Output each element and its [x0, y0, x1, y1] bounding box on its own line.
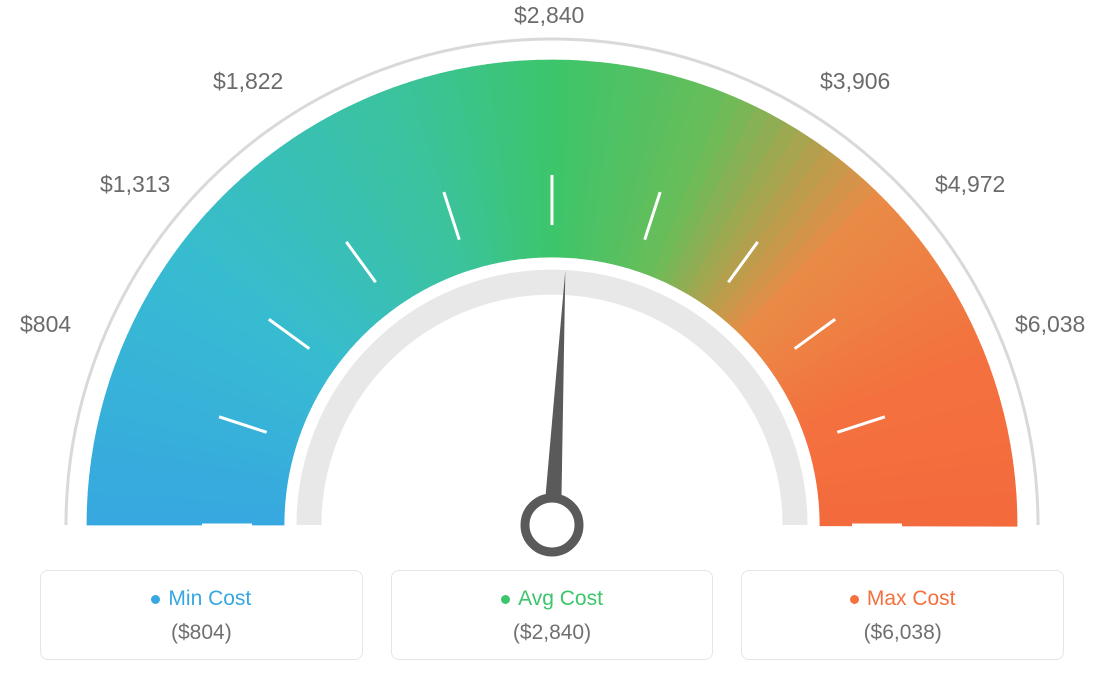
legend-title-max: Max Cost: [850, 587, 956, 611]
gauge-tick-label: $2,840: [514, 2, 584, 29]
legend-dot-icon: [850, 595, 859, 604]
legend-title-min: Min Cost: [151, 587, 251, 611]
legend-value-avg: ($2,840): [404, 621, 701, 645]
legend-card-min: Min Cost ($804): [40, 570, 363, 660]
gauge-svg: [0, 0, 1104, 560]
legend-dot-icon: [501, 595, 510, 604]
gauge-tick-label: $3,906: [820, 68, 890, 95]
gauge-tick-label: $1,313: [100, 171, 170, 198]
gauge-tick-label: $1,822: [213, 68, 283, 95]
legend-title-label: Avg Cost: [518, 587, 603, 611]
legend-dot-icon: [151, 595, 160, 604]
gauge-tick-label: $804: [20, 311, 71, 338]
legend-row: Min Cost ($804) Avg Cost ($2,840) Max Co…: [40, 570, 1064, 660]
legend-card-max: Max Cost ($6,038): [741, 570, 1064, 660]
legend-value-min: ($804): [53, 621, 350, 645]
gauge-area: $804 $1,313 $1,822 $2,840 $3,906 $4,972 $6,038: [0, 0, 1104, 560]
legend-title-avg: Avg Cost: [501, 587, 603, 611]
gauge-tick-label: $6,038: [1015, 311, 1085, 338]
gauge-tick-label: $4,972: [935, 171, 1005, 198]
legend-title-label: Min Cost: [168, 587, 251, 611]
legend-title-label: Max Cost: [867, 587, 956, 611]
legend-card-avg: Avg Cost ($2,840): [391, 570, 714, 660]
cost-gauge-widget: $804 $1,313 $1,822 $2,840 $3,906 $4,972 $6,038…: [0, 0, 1104, 690]
legend-value-max: ($6,038): [754, 621, 1051, 645]
